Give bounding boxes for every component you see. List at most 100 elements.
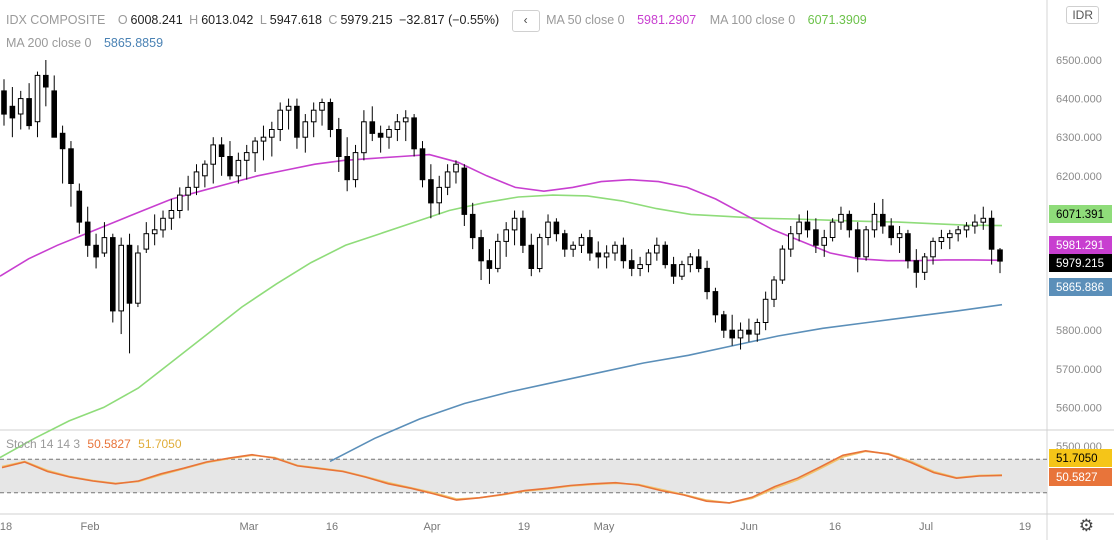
candle-body[interactable]	[34, 74, 41, 123]
candle-body[interactable]	[712, 291, 719, 316]
candle-body[interactable]	[520, 217, 526, 246]
stoch-label[interactable]: Stoch 14 14 3	[6, 437, 81, 451]
candle-body[interactable]	[227, 156, 233, 177]
candle-body[interactable]	[344, 156, 350, 181]
candle-body[interactable]	[185, 186, 191, 196]
candle-body[interactable]	[545, 221, 551, 239]
candle-body[interactable]	[402, 117, 409, 123]
candle-body[interactable]	[118, 244, 125, 312]
candle-body[interactable]	[846, 213, 853, 231]
candle-body[interactable]	[93, 244, 99, 258]
candle-body[interactable]	[628, 260, 635, 269]
ma100-label[interactable]: MA 100 close 0	[709, 13, 796, 28]
candle-body[interactable]	[1, 90, 7, 115]
candle-body[interactable]	[486, 260, 493, 269]
candle-body[interactable]	[277, 109, 283, 130]
candle-body[interactable]	[160, 217, 166, 231]
candle-body[interactable]	[444, 171, 451, 188]
candle-body[interactable]	[285, 105, 292, 111]
candle-body[interactable]	[871, 213, 878, 231]
candle-body[interactable]	[302, 121, 309, 138]
candle-body[interactable]	[243, 152, 250, 161]
candle-body[interactable]	[310, 109, 317, 123]
candle-body[interactable]	[386, 129, 392, 138]
candle-body[interactable]	[880, 213, 886, 227]
candle-body[interactable]	[796, 221, 802, 235]
candle-body[interactable]	[804, 221, 811, 231]
candle-body[interactable]	[863, 229, 869, 258]
candle-body[interactable]	[746, 329, 752, 335]
candle-body[interactable]	[428, 179, 434, 204]
candle-body[interactable]	[143, 233, 150, 250]
candle-body[interactable]	[637, 264, 643, 270]
candle-body[interactable]	[135, 252, 141, 304]
candle-body[interactable]	[503, 229, 509, 242]
candle-body[interactable]	[821, 237, 828, 246]
candle-body[interactable]	[729, 329, 736, 339]
candle-body[interactable]	[721, 314, 727, 331]
candle-body[interactable]	[905, 233, 911, 262]
candle-body[interactable]	[411, 117, 417, 150]
candle-body[interactable]	[762, 298, 769, 323]
candle-body[interactable]	[980, 217, 987, 223]
candle-body[interactable]	[377, 132, 384, 138]
candle-body[interactable]	[997, 249, 1003, 262]
candle-body[interactable]	[17, 98, 24, 115]
candle-body[interactable]	[570, 244, 576, 250]
candle-body[interactable]	[578, 237, 585, 246]
candle-body[interactable]	[294, 105, 300, 138]
candle-body[interactable]	[921, 256, 928, 273]
candle-body[interactable]	[988, 217, 995, 250]
candle-body[interactable]	[43, 74, 49, 88]
candle-body[interactable]	[235, 159, 242, 177]
candle-body[interactable]	[603, 252, 610, 258]
candle-body[interactable]	[51, 90, 58, 138]
symbol-name[interactable]: IDX COMPOSITE	[6, 13, 106, 28]
ma200-label[interactable]: MA 200 close 0	[6, 36, 92, 50]
candle-body[interactable]	[854, 229, 861, 258]
candle-body[interactable]	[536, 237, 543, 270]
candle-body[interactable]	[252, 140, 258, 154]
candle-body[interactable]	[595, 252, 602, 258]
candle-body[interactable]	[896, 233, 903, 239]
candle-body[interactable]	[947, 233, 953, 239]
candle-body[interactable]	[202, 163, 208, 177]
candle-body[interactable]	[813, 229, 819, 246]
candle-body[interactable]	[779, 248, 786, 281]
candle-body[interactable]	[829, 221, 836, 239]
candle-body[interactable]	[319, 102, 325, 111]
candle-body[interactable]	[704, 267, 710, 293]
candle-body[interactable]	[788, 233, 794, 250]
candle-body[interactable]	[587, 237, 593, 254]
candle-body[interactable]	[662, 244, 669, 266]
candle-body[interactable]	[177, 194, 183, 212]
candle-body[interactable]	[419, 148, 426, 181]
gear-icon[interactable]: ⚙	[1078, 516, 1094, 535]
candle-body[interactable]	[737, 329, 744, 339]
candle-body[interactable]	[193, 171, 200, 188]
candle-body[interactable]	[469, 213, 476, 239]
candle-body[interactable]	[963, 225, 970, 231]
candle-body[interactable]	[26, 98, 32, 127]
candle-body[interactable]	[218, 144, 225, 157]
candle-body[interactable]	[562, 233, 568, 250]
candle-body[interactable]	[553, 221, 560, 235]
candle-body[interactable]	[511, 217, 518, 231]
candle-body[interactable]	[955, 229, 961, 235]
candle-body[interactable]	[930, 240, 936, 258]
candle-body[interactable]	[151, 229, 158, 235]
candle-body[interactable]	[59, 132, 66, 150]
candle-body[interactable]	[528, 244, 535, 270]
candle-body[interactable]	[168, 210, 175, 219]
candle-body[interactable]	[612, 244, 618, 254]
candle-body[interactable]	[495, 240, 501, 269]
currency-button[interactable]: IDR	[1066, 6, 1099, 24]
candle-body[interactable]	[654, 244, 660, 254]
candle-body[interactable]	[687, 256, 694, 266]
candle-body[interactable]	[679, 264, 685, 277]
candle-body[interactable]	[888, 225, 895, 239]
candle-body[interactable]	[110, 237, 116, 312]
candle-body[interactable]	[84, 221, 91, 246]
ma50-label[interactable]: MA 50 close 0	[546, 13, 625, 28]
candle-body[interactable]	[126, 244, 133, 304]
